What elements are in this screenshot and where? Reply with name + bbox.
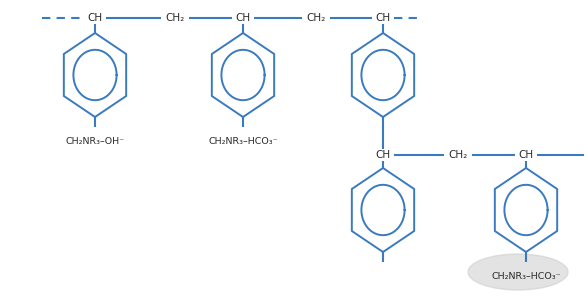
Ellipse shape xyxy=(468,254,568,290)
Text: CH: CH xyxy=(519,150,534,160)
Text: CH₂: CH₂ xyxy=(306,13,326,23)
Text: CH₂NR₃–HCO₃⁻: CH₂NR₃–HCO₃⁻ xyxy=(208,137,278,146)
Text: CH: CH xyxy=(376,13,390,23)
Text: CH: CH xyxy=(236,13,251,23)
Text: CH₂: CH₂ xyxy=(165,13,185,23)
Text: CH: CH xyxy=(376,150,390,160)
Text: CH₂: CH₂ xyxy=(448,150,468,160)
Text: CH: CH xyxy=(87,13,103,23)
Text: CH₂NR₃–OH⁻: CH₂NR₃–OH⁻ xyxy=(66,137,125,146)
Text: CH₂NR₃–HCO₃⁻: CH₂NR₃–HCO₃⁻ xyxy=(491,272,561,281)
